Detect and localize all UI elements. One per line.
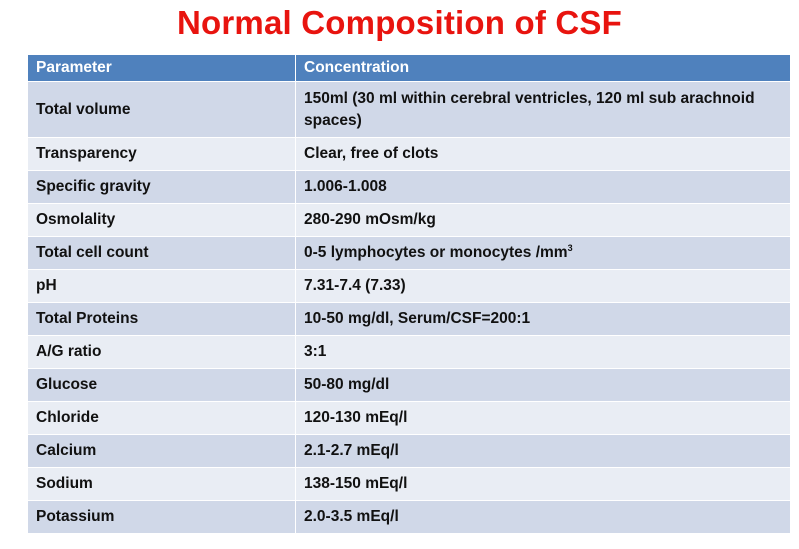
- concentration-text: 0-5 lymphocytes or monocytes /mm: [304, 244, 568, 261]
- parameter-cell: Chloride: [27, 401, 296, 435]
- table-row: Total Proteins 10-50 mg/dl, Serum/CSF=20…: [27, 302, 791, 336]
- parameter-cell: Glucose: [27, 368, 296, 402]
- concentration-cell: 10-50 mg/dl, Serum/CSF=200:1: [295, 302, 791, 336]
- table-row: Calcium 2.1-2.7 mEq/l: [27, 434, 791, 468]
- table-row: Total volume 150ml (30 ml within cerebra…: [27, 81, 791, 138]
- concentration-cell: 138-150 mEq/l: [295, 467, 791, 501]
- parameter-cell: Total cell count: [27, 236, 296, 270]
- concentration-cell: 3:1: [295, 335, 791, 369]
- concentration-cell: 150ml (30 ml within cerebral ventricles,…: [295, 81, 791, 138]
- parameter-cell: Osmolality: [27, 203, 296, 237]
- unit-superscript: 3: [567, 243, 573, 253]
- table-row: Chloride 120-130 mEq/l: [27, 401, 791, 435]
- table-row: Glucose 50-80 mg/dl: [27, 368, 791, 402]
- parameter-cell: Specific gravity: [27, 170, 296, 204]
- header-concentration: Concentration: [295, 54, 791, 82]
- parameter-cell: A/G ratio: [27, 335, 296, 369]
- concentration-cell: 2.0-3.5 mEq/l: [295, 500, 791, 534]
- table-row: Total cell count 0-5 lymphocytes or mono…: [27, 236, 791, 270]
- table-row: Specific gravity 1.006-1.008: [27, 170, 791, 204]
- concentration-cell: 120-130 mEq/l: [295, 401, 791, 435]
- header-parameter: Parameter: [27, 54, 296, 82]
- concentration-cell: 1.006-1.008: [295, 170, 791, 204]
- parameter-cell: Sodium: [27, 467, 296, 501]
- parameter-cell: Potassium: [27, 500, 296, 534]
- csf-composition-table: Parameter Concentration Total volume 150…: [27, 54, 791, 534]
- parameter-cell: Calcium: [27, 434, 296, 468]
- concentration-cell: 50-80 mg/dl: [295, 368, 791, 402]
- table-row: Osmolality 280-290 mOsm/kg: [27, 203, 791, 237]
- concentration-cell: Clear, free of clots: [295, 137, 791, 171]
- table-row: A/G ratio 3:1: [27, 335, 791, 369]
- slide-title: Normal Composition of CSF: [177, 4, 622, 41]
- parameter-cell: Transparency: [27, 137, 296, 171]
- parameter-cell: pH: [27, 269, 296, 303]
- parameter-cell: Total Proteins: [27, 302, 296, 336]
- concentration-cell: 0-5 lymphocytes or monocytes /mm3: [295, 236, 791, 270]
- concentration-cell: 7.31-7.4 (7.33): [295, 269, 791, 303]
- concentration-cell: 280-290 mOsm/kg: [295, 203, 791, 237]
- table-row: pH 7.31-7.4 (7.33): [27, 269, 791, 303]
- table-header-row: Parameter Concentration: [27, 54, 791, 82]
- concentration-cell: 2.1-2.7 mEq/l: [295, 434, 791, 468]
- table-row: Potassium 2.0-3.5 mEq/l: [27, 500, 791, 534]
- table-row: Transparency Clear, free of clots: [27, 137, 791, 171]
- parameter-cell: Total volume: [27, 81, 296, 138]
- table-row: Sodium 138-150 mEq/l: [27, 467, 791, 501]
- csf-table-container: Parameter Concentration Total volume 150…: [27, 54, 791, 542]
